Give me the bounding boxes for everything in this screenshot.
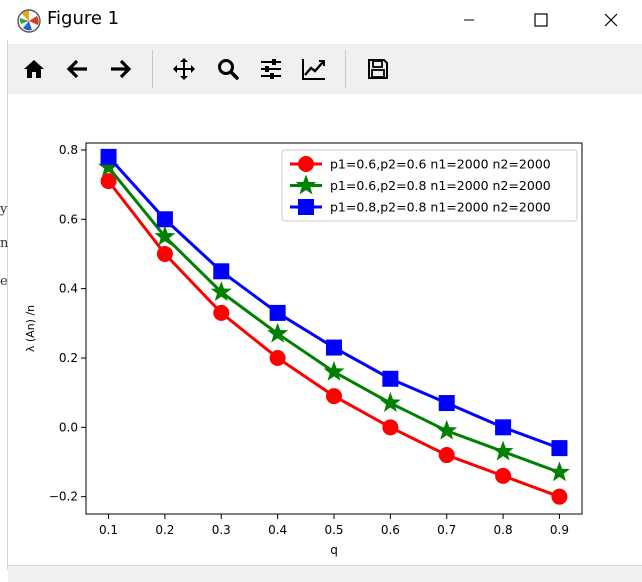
data-point [548, 461, 570, 482]
y-tick-label: 0.4 [59, 282, 78, 296]
forward-arrow-icon [111, 59, 131, 79]
x-tick-label: 0.7 [437, 523, 456, 537]
data-point [551, 440, 568, 457]
data-point [323, 360, 345, 381]
y-tick-label: 0.8 [59, 143, 78, 157]
home-icon [24, 60, 44, 78]
back-button[interactable] [62, 53, 94, 85]
data-point [495, 467, 512, 484]
x-tick-label: 0.4 [268, 523, 287, 537]
y-tick-label: 0.6 [59, 212, 78, 226]
zoom-button[interactable] [212, 53, 244, 85]
data-point [210, 281, 232, 301]
data-point [100, 173, 117, 190]
data-point [551, 488, 568, 505]
zoom-magnifier-icon [218, 59, 239, 80]
figure-canvas[interactable]: 0.1 0.2 0.3 0.4 0.5 0.6 0.7 0.8 0.9 −0.2 0.0 0.2 0.4… [9, 95, 642, 565]
minimize-icon [464, 19, 474, 21]
maximize-button[interactable] [518, 0, 564, 40]
x-tick-label: 0.2 [155, 523, 174, 537]
data-point [492, 440, 514, 461]
data-point [154, 225, 176, 246]
window-title: Figure 1 [47, 8, 120, 29]
y-tick-label: 0.0 [59, 420, 78, 434]
data-point [100, 148, 117, 165]
save-button[interactable] [362, 53, 394, 85]
x-tick-label: 0.8 [494, 523, 513, 537]
x-axis-label: q [330, 543, 338, 557]
data-point [98, 156, 120, 177]
data-point [382, 370, 399, 387]
data-point [436, 419, 458, 440]
background-window-edge: y n e [0, 40, 8, 570]
data-point [382, 419, 399, 436]
data-point [156, 211, 173, 228]
edge-char: n [0, 236, 9, 251]
forward-button[interactable] [104, 53, 136, 85]
x-tick-label: 0.6 [381, 523, 400, 537]
data-point [379, 392, 401, 412]
y-tick-label: −0.2 [49, 490, 78, 504]
data-point [438, 447, 455, 464]
y-tick-label: 0.2 [59, 351, 78, 365]
navigation-toolbar [8, 44, 642, 94]
data-point [438, 395, 455, 412]
close-icon [604, 13, 618, 27]
data-point [213, 304, 230, 321]
edit-axes-button[interactable] [298, 53, 330, 85]
legend-box [281, 149, 578, 222]
home-button[interactable] [18, 53, 50, 85]
legend-label: p1=0.8,p2=0.8 n1=2000 n2=2000 [330, 200, 551, 215]
data-point [495, 419, 512, 436]
edge-char: y [0, 202, 8, 217]
data-point [156, 245, 173, 262]
toolbar-separator [345, 50, 346, 88]
x-tick-label: 0.9 [550, 523, 569, 537]
close-button[interactable] [588, 0, 634, 40]
configure-subplots-button[interactable] [255, 53, 287, 85]
edge-char: e [0, 274, 8, 289]
legend-label: p1=0.6,p2=0.8 n1=2000 n2=2000 [330, 178, 551, 193]
minimize-button[interactable] [446, 0, 492, 40]
toolbar-separator [152, 50, 153, 88]
data-point [326, 388, 342, 405]
subplots-sliders-icon [261, 59, 281, 79]
y-axis-label: λ (An) /n [24, 305, 37, 352]
back-arrow-icon [67, 59, 87, 79]
save-floppy-icon [368, 59, 388, 79]
data-point [269, 304, 286, 321]
edit-axes-line-icon [302, 59, 325, 80]
x-tick-label: 0.1 [99, 523, 118, 537]
window-titlebar: Figure 1 [0, 0, 642, 40]
pan-button[interactable] [168, 53, 200, 85]
data-point [326, 339, 342, 356]
legend-marker [298, 156, 314, 172]
legend-marker [298, 199, 314, 215]
data-point [269, 349, 286, 366]
data-point [267, 322, 289, 343]
maximize-icon [534, 13, 548, 27]
pan-move-icon [173, 58, 195, 80]
matplotlib-app-icon [16, 8, 42, 34]
status-bar [8, 565, 642, 582]
data-point [213, 263, 230, 280]
legend-label: p1=0.6,p2=0.6 n1=2000 n2=2000 [330, 157, 551, 172]
x-tick-label: 0.3 [212, 523, 231, 537]
line-chart: 0.1 0.2 0.3 0.4 0.5 0.6 0.7 0.8 0.9 −0.2 0.0 0.2 0.4… [24, 142, 583, 557]
legend-marker [295, 174, 317, 195]
x-tick-label: 0.5 [324, 523, 343, 537]
